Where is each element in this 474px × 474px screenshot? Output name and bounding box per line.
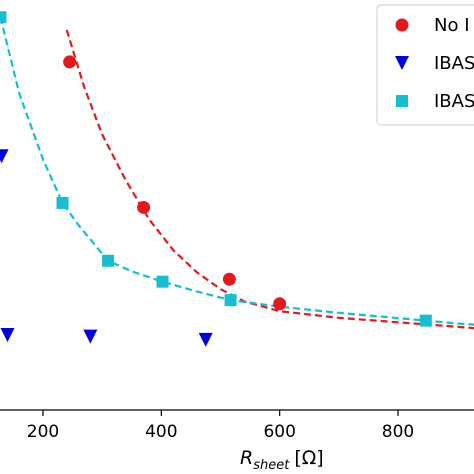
data-point-series2-2 <box>0 327 15 342</box>
legend-marker-1 <box>395 18 409 32</box>
legend-label-1: No I <box>434 15 470 36</box>
fit-curves <box>0 16 474 330</box>
fit-curve-2 <box>0 16 474 326</box>
x-axis-label: Rsheet [Ω] <box>240 447 324 473</box>
data-point-series3-6 <box>419 314 432 327</box>
x-tick-label-600: 600 <box>263 422 295 442</box>
legend-box <box>376 4 474 126</box>
data-point-series1-2 <box>137 200 151 214</box>
x-tick-label-200: 200 <box>27 422 59 442</box>
x-tick-label-400: 400 <box>145 422 177 442</box>
data-point-series3-5 <box>224 294 237 307</box>
data-point-series2-1 <box>0 149 9 164</box>
data-point-series3-1 <box>0 11 7 24</box>
data-point-series1-3 <box>222 272 236 286</box>
x-axis-ticks: 200 400 600 800 <box>27 410 414 442</box>
x-tick-label-800: 800 <box>382 422 414 442</box>
legend-label-2: IBAS <box>434 53 474 74</box>
legend-label-3: IBAS <box>434 91 474 112</box>
data-point-series3-4 <box>156 275 169 288</box>
data-point-series1-4 <box>273 297 287 311</box>
data-point-series1-1 <box>63 55 77 69</box>
data-point-series2-3 <box>83 329 98 344</box>
data-point-series2-4 <box>198 332 213 347</box>
legend-marker-3 <box>396 95 408 107</box>
data-markers <box>0 11 432 347</box>
data-point-series3-3 <box>102 254 115 267</box>
legend-marker-2 <box>395 56 409 70</box>
data-point-series3-2 <box>56 196 69 209</box>
legend: No I IBAS IBAS <box>376 4 474 126</box>
